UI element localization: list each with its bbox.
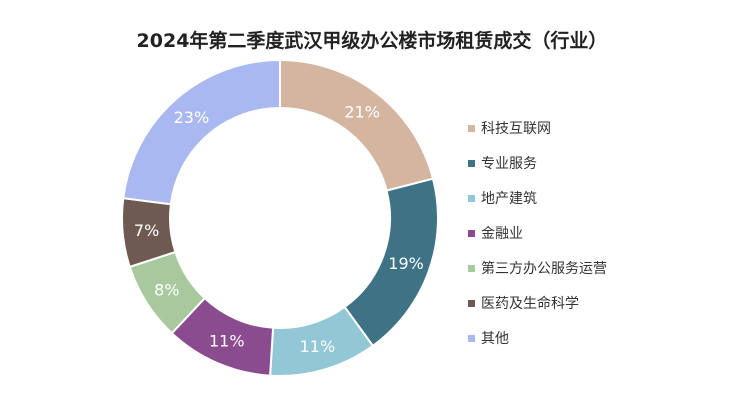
legend-item: 第三方办公服务运营	[468, 257, 607, 279]
slice-data-label: 8%	[154, 280, 179, 299]
slice-data-label: 23%	[174, 108, 210, 127]
legend-item: 地产建筑	[468, 187, 537, 209]
legend-label: 第三方办公服务运营	[481, 261, 607, 277]
slice-data-label: 11%	[209, 331, 245, 350]
legend-swatch	[468, 264, 475, 272]
chart-title: 2024年第二季度武汉甲级办公楼市场租赁成交（行业）	[136, 30, 608, 52]
legend-swatch	[468, 124, 475, 132]
legend-item: 金融业	[468, 222, 523, 244]
legend-label: 医药及生命科学	[481, 296, 579, 312]
legend-swatch	[468, 194, 475, 202]
legend-item: 其他	[468, 327, 509, 349]
legend-swatch	[468, 334, 475, 342]
legend-swatch	[468, 299, 475, 307]
legend-swatch	[468, 159, 475, 167]
legend-label: 金融业	[481, 226, 523, 242]
slice-data-label: 7%	[134, 221, 159, 240]
donut-slice	[279, 58, 435, 192]
legend-label: 科技互联网	[481, 121, 551, 137]
slice-data-label: 19%	[388, 254, 424, 273]
legend-label: 地产建筑	[481, 191, 537, 207]
legend-item: 医药及生命科学	[468, 292, 579, 314]
legend-label: 专业服务	[481, 156, 537, 172]
legend-swatch	[468, 229, 475, 237]
donut-slice	[122, 58, 281, 206]
legend-label: 其他	[481, 331, 509, 347]
slice-data-label: 21%	[344, 103, 380, 122]
legend-item: 专业服务	[468, 152, 537, 174]
legend-item: 科技互联网	[468, 117, 551, 139]
slice-data-label: 11%	[300, 337, 336, 356]
